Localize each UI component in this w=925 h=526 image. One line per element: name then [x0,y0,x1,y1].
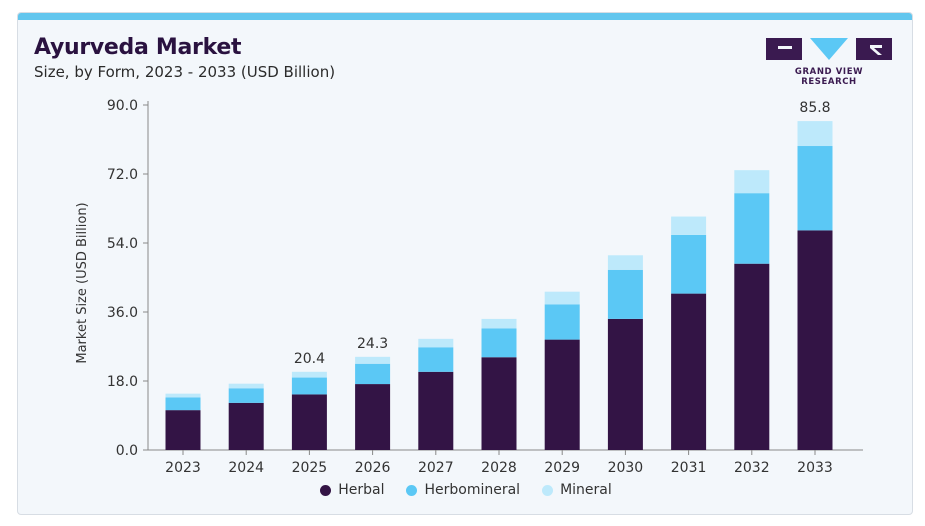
x-tick-label: 2023 [165,460,201,476]
y-tick-label: 18.0 [107,374,138,390]
bar-segment-mineral [165,393,201,398]
bar-segment-herbal [607,318,643,450]
bar-segment-herbomineral [797,146,833,231]
legend-swatch-herbal [320,484,332,496]
x-tick-label: 2030 [608,460,644,476]
legend-swatch-herbomineral [406,484,418,496]
legend-item-herbal: Herbal [320,482,384,498]
legend-swatch-mineral [542,484,554,496]
bar-segment-mineral [671,216,707,235]
y-tick-label: 36.0 [107,305,138,321]
chart-card: Ayurveda Market Size, by Form, 2023 - 20… [17,12,913,515]
bar-segment-mineral [355,356,391,364]
bar-segment-herbal [797,230,833,450]
legend-item-herbomineral: Herbomineral [406,482,520,498]
bar-segment-herbomineral [228,388,264,403]
x-tick-label: 2033 [797,460,833,476]
data-label: 85.8 [799,100,830,116]
legend-label-herbomineral: Herbomineral [424,482,521,498]
chart-title: Ayurveda Market [34,35,242,60]
y-tick-label: 54.0 [107,236,138,252]
y-tick-label: 72.0 [107,167,138,183]
bar-segment-mineral [797,121,833,147]
x-tick-label: 2029 [544,460,580,476]
x-tick-label: 2032 [734,460,770,476]
bar-segment-herbal [671,293,707,450]
bar-segment-herbal [228,402,264,450]
bar-segment-herbomineral [544,304,580,340]
chart-legend: Herbal Herbomineral Mineral [18,482,912,498]
bar-segment-herbal [544,339,580,450]
bar-segment-mineral [291,371,327,378]
logo-mark-icon [766,38,892,60]
bar-segment-mineral [228,383,264,389]
bar-segment-herbal [734,263,770,450]
bar-segment-herbomineral [607,269,643,319]
y-tick-label: 90.0 [107,98,138,114]
chart-subtitle: Size, by Form, 2023 - 2033 (USD Billion) [34,63,336,81]
bar-segment-herbomineral [671,234,707,294]
x-tick-label: 2027 [418,460,454,476]
x-tick-label: 2026 [355,460,391,476]
legend-item-mineral: Mineral [542,482,612,498]
logo-text: GRAND VIEW RESEARCH [794,67,864,87]
data-label: 24.3 [357,336,388,352]
bar-segment-herbal [355,384,391,450]
bar-segment-herbal [291,394,327,450]
legend-label-mineral: Mineral [560,482,612,498]
bar-segment-mineral [734,170,770,194]
x-tick-label: 2025 [292,460,328,476]
data-label: 20.4 [294,351,325,367]
bar-segment-herbomineral [355,363,391,385]
accent-bar [18,13,912,20]
x-tick-label: 2028 [481,460,517,476]
y-axis-label: Market Size (USD Billion) [75,202,90,363]
bar-segment-mineral [544,291,580,305]
x-tick-label: 2024 [228,460,264,476]
bar-segment-herbal [418,371,454,450]
x-tick-label: 2031 [671,460,707,476]
bar-segment-herbomineral [734,193,770,264]
bar-segment-herbomineral [418,347,454,372]
bar-segment-herbomineral [165,397,201,411]
bar-segment-mineral [607,255,643,270]
bar-segment-mineral [418,338,454,348]
bar-segment-herbomineral [481,328,517,358]
y-tick-label: 0.0 [116,443,138,459]
bar-segment-herbomineral [291,377,327,395]
bar-segment-herbal [165,410,201,450]
bar-segment-herbal [481,357,517,450]
grand-view-research-logo: GRAND VIEW RESEARCH [766,37,892,87]
stacked-bar-chart: Market Size (USD Billion) 0.0 18.0 36.0 54.… [75,98,863,476]
legend-label-herbal: Herbal [338,482,385,498]
bar-segment-mineral [481,318,517,329]
